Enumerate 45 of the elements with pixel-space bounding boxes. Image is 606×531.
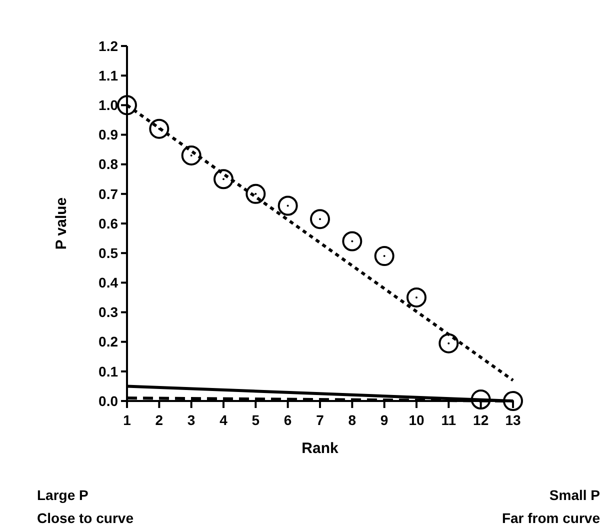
- point: [310, 209, 330, 230]
- x-tick-label: 10: [408, 412, 424, 428]
- y-tick-label: 1.1: [98, 67, 118, 84]
- x-tick-label: 5: [252, 412, 260, 428]
- y-tick-label: 0.4: [98, 274, 118, 291]
- x-tick-label: 3: [187, 412, 196, 428]
- x-tick-label: 12: [473, 412, 489, 428]
- x-tick-label: 1: [123, 412, 132, 428]
- y-tick-label: 0.6: [98, 215, 118, 232]
- y-axis-title: P value: [53, 197, 70, 250]
- y-tick-label: 0.2: [98, 334, 118, 350]
- text: Far from curve: [502, 510, 600, 526]
- point: [470, 390, 491, 410]
- y-tick-label: 0.7: [98, 186, 118, 202]
- x-tick-label: 11: [441, 412, 456, 428]
- x-tick-label: 6: [284, 412, 292, 428]
- point: [503, 391, 523, 411]
- x-tick-label: 13: [505, 412, 521, 428]
- y-tick-label: 0.5: [98, 244, 118, 261]
- point: [117, 95, 137, 116]
- text: Large P: [37, 487, 88, 503]
- y-tick-label: 0.0: [98, 392, 118, 409]
- x-tick-label: 8: [348, 412, 356, 428]
- point: [278, 196, 298, 216]
- y-tick-label: 0.8: [98, 156, 118, 172]
- point: [438, 333, 459, 354]
- point: [374, 246, 394, 266]
- y-tick-label: 0.3: [98, 304, 118, 320]
- y-tick-label: 1.0: [98, 97, 118, 114]
- point: [149, 118, 170, 139]
- y-tick-label: 0.1: [98, 363, 118, 380]
- point: [246, 184, 266, 204]
- x-tick-label: 4: [220, 412, 228, 428]
- x-tick-label: 2: [155, 412, 164, 428]
- x-axis-title: Rank: [302, 440, 339, 457]
- y-tick-label: 0.9: [98, 126, 118, 143]
- point: [214, 169, 234, 190]
- x-tick-label: 9: [380, 412, 388, 428]
- text: Close to curve: [37, 510, 134, 526]
- x-tick-label: 7: [316, 412, 324, 428]
- point: [181, 145, 202, 166]
- point: [342, 231, 362, 252]
- y-tick-label: 1.2: [98, 38, 118, 54]
- point: [406, 287, 426, 308]
- text: Small P: [549, 487, 600, 503]
